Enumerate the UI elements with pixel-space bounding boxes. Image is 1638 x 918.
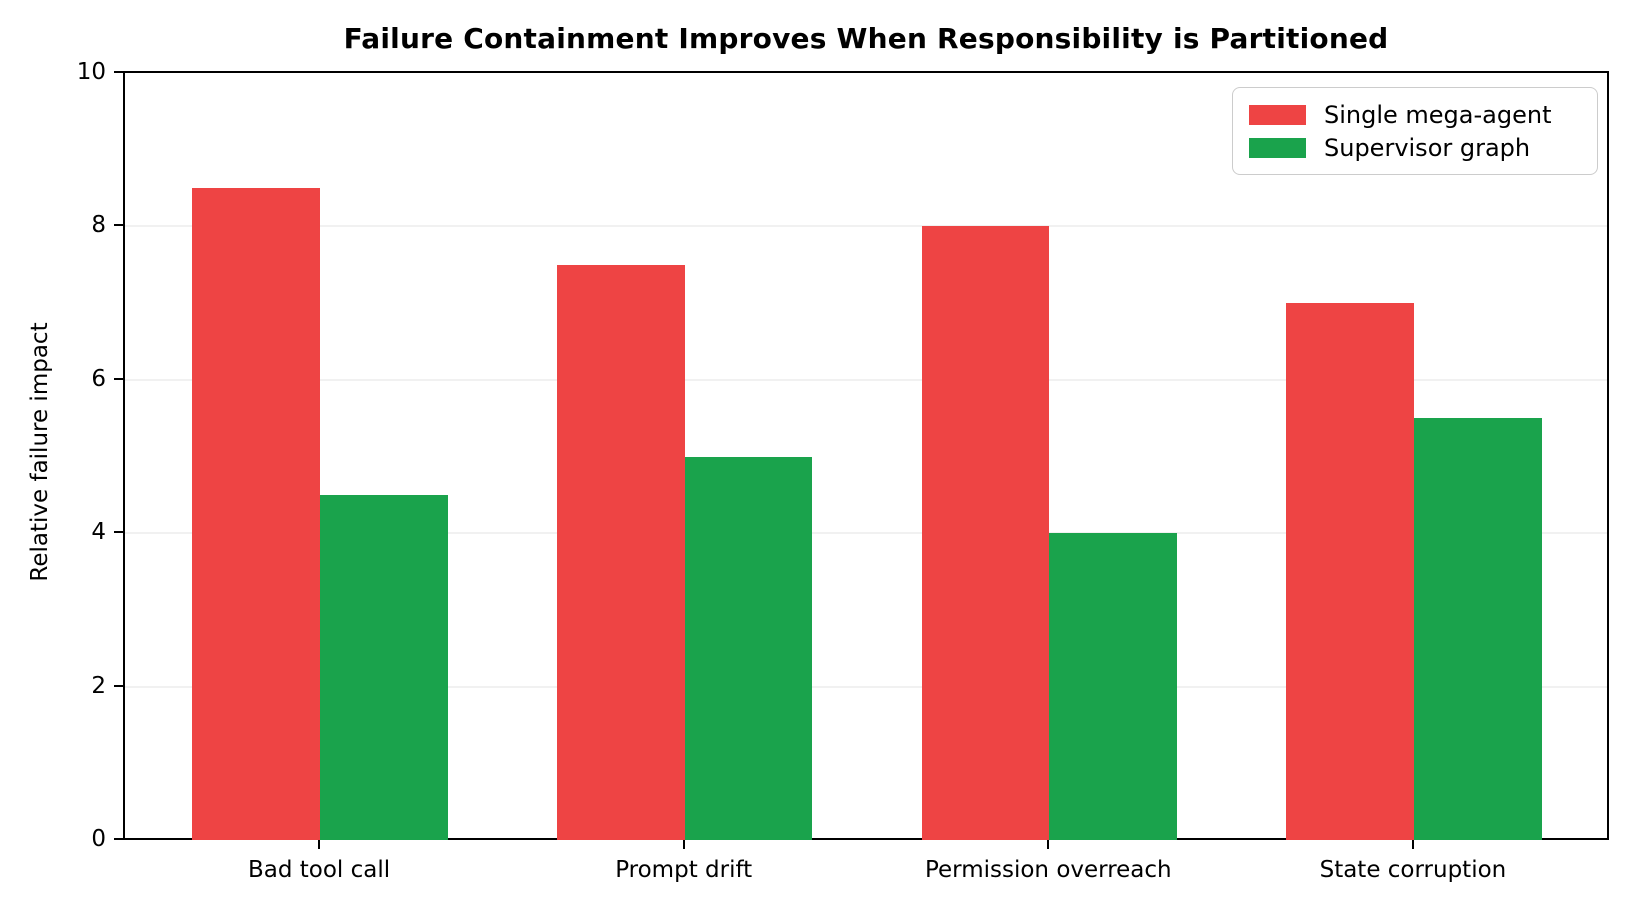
legend-label: Single mega-agent [1324, 100, 1552, 129]
legend: Single mega-agent Supervisor graph [1232, 87, 1598, 175]
legend-color-patch [1249, 104, 1306, 125]
bar-series1 [921, 226, 1050, 840]
y-tick-label: 4 [91, 519, 106, 546]
y-tick-mark [114, 377, 123, 380]
x-tick-mark [1047, 840, 1050, 849]
x-tick-label: Bad tool call [247, 857, 391, 883]
bar-series1 [192, 188, 321, 840]
y-tick-mark [114, 838, 123, 840]
bar-series1 [1286, 303, 1414, 840]
y-tick-label: 6 [91, 365, 106, 392]
legend-row: Single mega-agent [1249, 101, 1581, 129]
x-tick-mark [682, 840, 685, 849]
x-tick-label: State corruption [1319, 857, 1507, 883]
gridline [125, 685, 1607, 688]
bar-series2 [1413, 418, 1542, 840]
x-tick-label: Prompt drift [615, 857, 753, 883]
legend-color-patch [1249, 137, 1306, 158]
bar-series2 [320, 494, 448, 840]
bar-series2 [1049, 533, 1177, 840]
x-tick-label: Permission overreach [924, 857, 1172, 883]
bar-series2 [684, 456, 813, 840]
gridline [125, 225, 1607, 228]
y-tick-label: 8 [91, 212, 106, 239]
y-tick-label: 2 [91, 672, 106, 699]
bar-series1 [557, 264, 685, 840]
y-tick-mark [114, 71, 123, 73]
y-tick-label: 0 [91, 826, 106, 852]
x-tick-mark [318, 840, 321, 849]
y-tick-mark [114, 531, 123, 534]
plot-area [123, 71, 1609, 840]
legend-row: Supervisor graph [1249, 134, 1581, 162]
y-tick-mark [114, 684, 123, 687]
y-tick-label: 10 [76, 59, 106, 85]
gridline [125, 378, 1607, 381]
legend-label: Supervisor graph [1324, 133, 1531, 162]
x-tick-mark [1411, 840, 1414, 849]
chart-title: Failure Containment Improves When Respon… [343, 22, 1389, 55]
gridline [125, 532, 1607, 535]
y-tick-mark [114, 224, 123, 227]
